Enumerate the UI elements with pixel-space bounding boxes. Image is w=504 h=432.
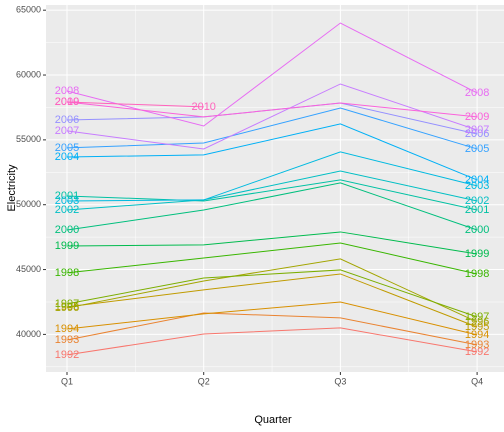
year-label: 2006 xyxy=(55,114,79,126)
year-label: 1996 xyxy=(55,302,79,314)
year-label: 2003 xyxy=(55,195,79,207)
year-label: 2000 xyxy=(465,224,489,236)
year-label: 2005 xyxy=(465,143,489,155)
year-line xyxy=(66,101,478,118)
year-label: 1996 xyxy=(465,316,489,328)
year-line xyxy=(66,170,478,211)
year-label: 2000 xyxy=(55,224,79,236)
year-line xyxy=(66,179,478,211)
year-label: 2002 xyxy=(55,204,79,216)
year-label: 2007 xyxy=(55,125,79,137)
year-label: 1993 xyxy=(465,339,489,351)
year-label: 1994 xyxy=(55,323,79,335)
year-label: 2006 xyxy=(465,128,489,140)
year-line xyxy=(66,151,478,202)
year-label: 2010 xyxy=(191,101,215,113)
year-label: 2004 xyxy=(55,151,79,163)
y-tick-label: 55000 xyxy=(16,134,41,144)
year-label: 2005 xyxy=(55,142,79,154)
year-label: 2002 xyxy=(465,195,489,207)
year-line xyxy=(66,327,478,356)
year-line xyxy=(66,312,478,346)
year-label: 1999 xyxy=(465,248,489,260)
year-line xyxy=(66,182,478,231)
year-line xyxy=(66,101,204,108)
year-label: 1997 xyxy=(55,298,79,310)
year-label: 2004 xyxy=(465,174,489,186)
year-line xyxy=(66,22,478,127)
year-line xyxy=(66,301,478,336)
year-label: 1994 xyxy=(465,329,489,341)
year-label: 2008 xyxy=(55,85,79,97)
year-label: 1998 xyxy=(55,267,79,279)
year-line xyxy=(66,269,478,318)
y-tick-label: 50000 xyxy=(16,199,41,209)
y-tick-label: 65000 xyxy=(16,5,41,15)
year-line xyxy=(66,231,478,255)
year-label: 2010 xyxy=(55,96,79,108)
year-label: 1993 xyxy=(55,334,79,346)
year-line xyxy=(66,258,478,323)
x-tick-label: Q3 xyxy=(334,376,346,386)
year-line xyxy=(66,242,478,275)
year-line xyxy=(66,83,478,150)
year-label: 1995 xyxy=(465,321,489,333)
x-tick-label: Q2 xyxy=(198,376,210,386)
y-tick-label: 40000 xyxy=(16,329,41,339)
x-tick-label: Q1 xyxy=(61,376,73,386)
year-label: 2009 xyxy=(55,96,79,108)
year-line xyxy=(66,123,478,181)
panel xyxy=(46,5,504,372)
year-line xyxy=(66,107,478,150)
grid xyxy=(46,5,504,372)
year-label: 2007 xyxy=(465,124,489,136)
year-label: 1997 xyxy=(465,311,489,323)
y-tick-label: 45000 xyxy=(16,264,41,274)
year-label: 1998 xyxy=(465,268,489,280)
year-label: 1992 xyxy=(465,346,489,358)
year-label: 2001 xyxy=(55,190,79,202)
year-label: 1999 xyxy=(55,240,79,252)
year-label: 2009 xyxy=(465,111,489,123)
year-label: 1992 xyxy=(55,349,79,361)
year-label: 2003 xyxy=(465,180,489,192)
x-axis-label: Quarter xyxy=(254,414,292,426)
year-label: 2001 xyxy=(465,204,489,216)
y-axis-label: Electricity xyxy=(6,164,18,212)
year-line xyxy=(66,273,478,328)
x-tick-label: Q4 xyxy=(471,376,483,386)
year-label: 1995 xyxy=(55,301,79,313)
y-tick-label: 60000 xyxy=(16,69,41,79)
year-label: 2008 xyxy=(465,87,489,99)
